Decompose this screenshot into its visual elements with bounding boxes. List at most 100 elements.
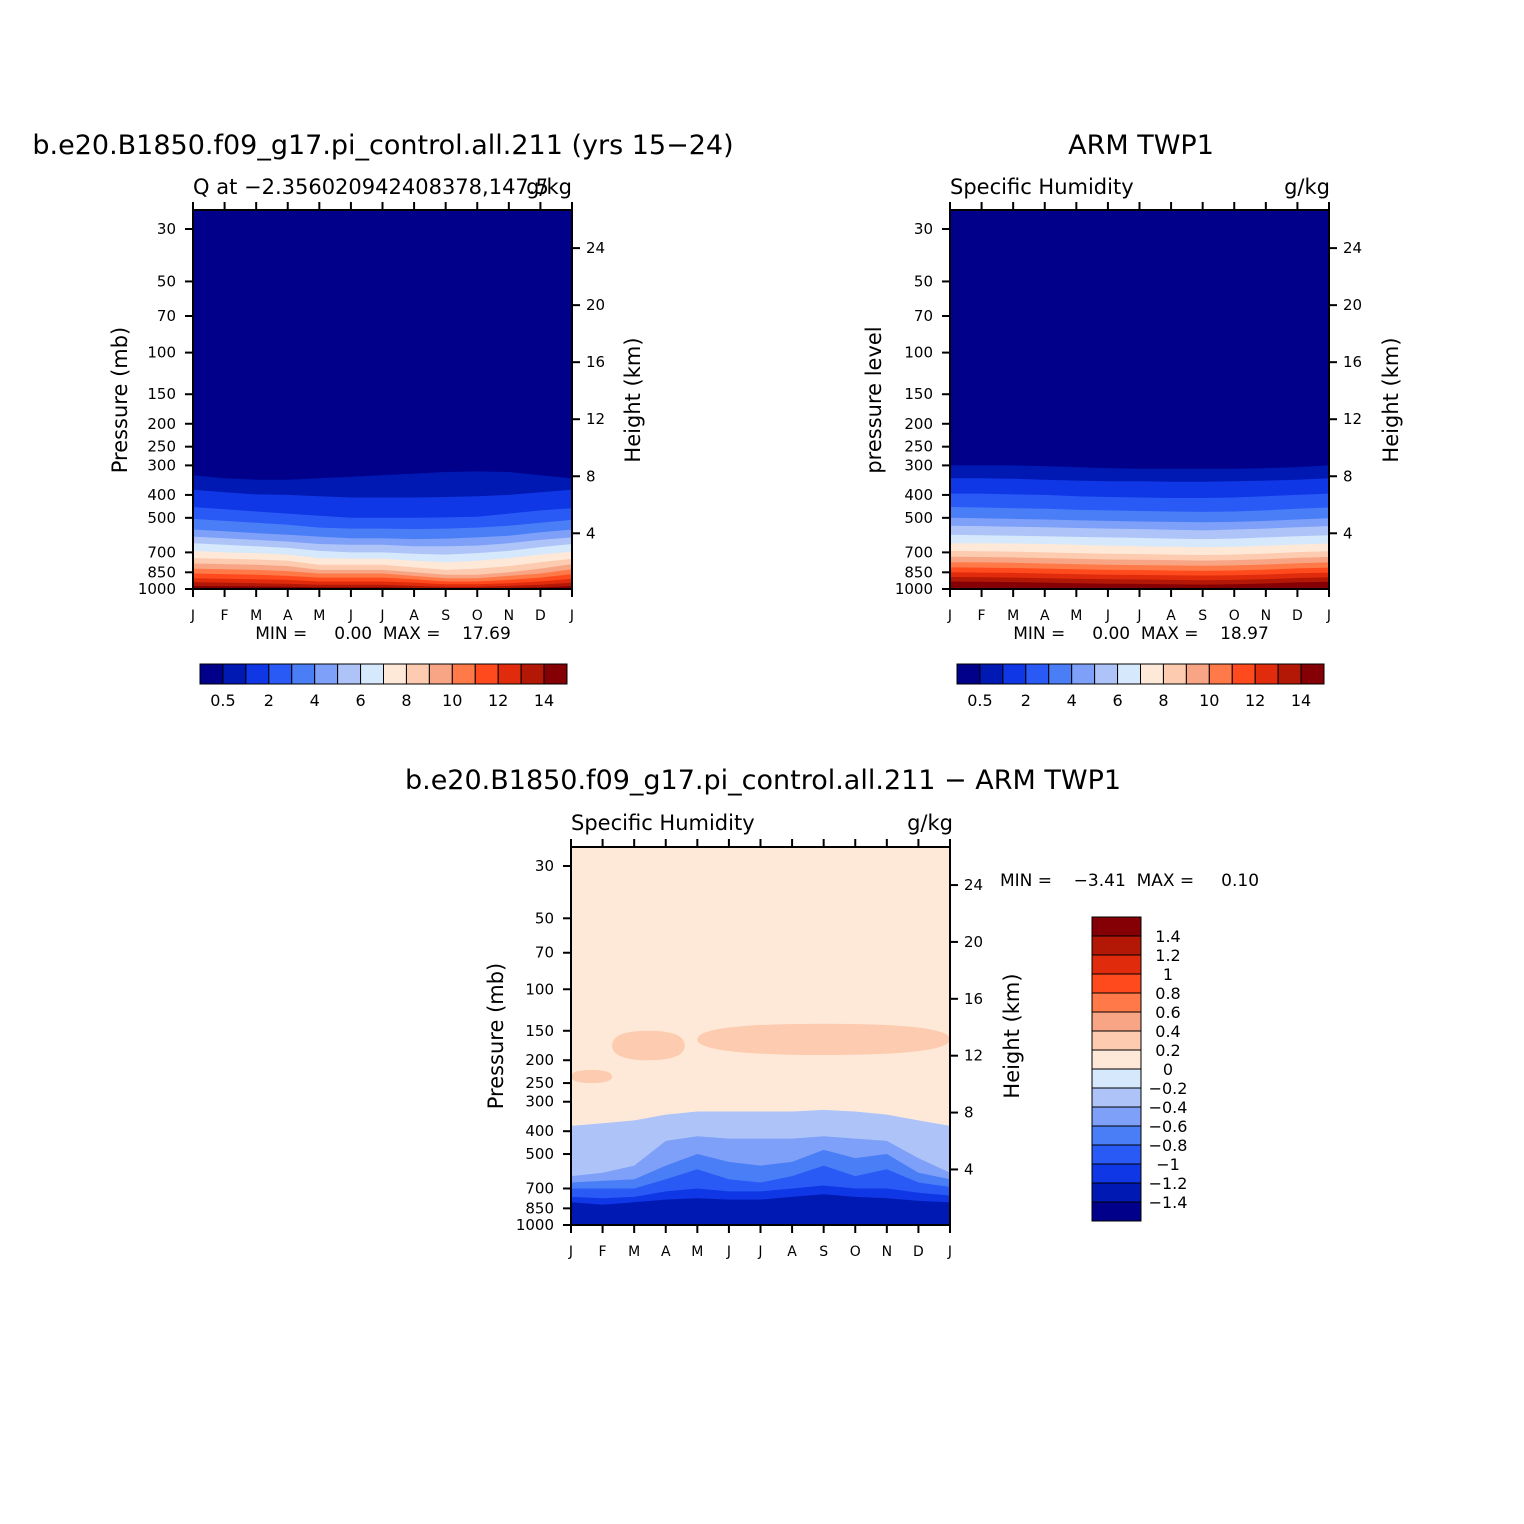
colorbar: 0.5 2 4 6 8 10 12 14 bbox=[956, 663, 1325, 710]
colorbar-label: 0.5 bbox=[967, 691, 992, 710]
y-tick-label-right: 12 bbox=[586, 410, 605, 428]
x-tick-label: J bbox=[947, 1244, 952, 1260]
x-tick-label: J bbox=[1136, 608, 1141, 624]
colorbar-swatch bbox=[337, 663, 362, 685]
x-tick-label: D bbox=[913, 1244, 924, 1260]
y-tick-label: 30 bbox=[914, 220, 933, 238]
colorbar-label: −1 bbox=[1156, 1155, 1180, 1174]
colorbar-swatch bbox=[1091, 1125, 1142, 1146]
colorbar-label: −0.8 bbox=[1149, 1136, 1188, 1155]
colorbar-swatch bbox=[1091, 935, 1142, 956]
panel-obs: ARM TWP1 Specific Humidity g/kg J F M A M J J A… bbox=[862, 130, 1403, 710]
colorbar-swatch bbox=[222, 663, 247, 685]
x-tick-label: A bbox=[1040, 608, 1050, 624]
colorbar-label: −0.4 bbox=[1149, 1098, 1188, 1117]
y-tick-label: 100 bbox=[904, 344, 933, 362]
colorbar: 1.41.210.80.60.40.20−0.2−0.4−0.6−0.8−1−1… bbox=[1091, 916, 1188, 1222]
y-tick-label: 30 bbox=[535, 857, 554, 875]
y-tick-label: 250 bbox=[525, 1074, 554, 1092]
y-tick-label: 1000 bbox=[516, 1216, 554, 1234]
x-tick-label: J bbox=[947, 608, 952, 624]
y-tick-label-right: 4 bbox=[964, 1160, 974, 1178]
contour-fill bbox=[950, 210, 1329, 589]
y-tick-label: 250 bbox=[904, 438, 933, 456]
y-tick-label-right: 20 bbox=[964, 933, 983, 951]
panel-subtitle-right: g/kg bbox=[526, 175, 572, 199]
colorbar-swatch bbox=[1094, 663, 1119, 685]
y-tick-label: 700 bbox=[525, 1179, 554, 1197]
y-tick-label: 850 bbox=[147, 563, 176, 581]
colorbar-swatch bbox=[520, 663, 545, 685]
y-tick-label: 300 bbox=[904, 456, 933, 474]
colorbar-label: 0.2 bbox=[1155, 1041, 1180, 1060]
x-tick-label: N bbox=[882, 1244, 892, 1260]
panel-subtitle-left: Specific Humidity bbox=[571, 811, 755, 835]
colorbar-label: −0.2 bbox=[1149, 1079, 1188, 1098]
x-tick-label: A bbox=[1166, 608, 1176, 624]
y-tick-label: 150 bbox=[147, 385, 176, 403]
min-max-stats: MIN = 0.00 MAX = 18.97 bbox=[1013, 624, 1269, 644]
colorbar-label: 1.2 bbox=[1155, 946, 1180, 965]
x-tick-label: J bbox=[1105, 608, 1110, 624]
y-tick-label-right: 16 bbox=[586, 353, 605, 371]
colorbar-swatch bbox=[268, 663, 293, 685]
y-tick-label: 700 bbox=[147, 543, 176, 561]
y-tick-label: 300 bbox=[147, 456, 176, 474]
colorbar-label: 2 bbox=[264, 691, 274, 710]
colorbar-label: 0.6 bbox=[1155, 1003, 1180, 1022]
y-tick-label-right: 8 bbox=[586, 467, 596, 485]
y-tick-label: 400 bbox=[904, 486, 933, 504]
x-tick-label: A bbox=[409, 608, 419, 624]
x-tick-label: J bbox=[379, 608, 384, 624]
y-tick-label: 500 bbox=[147, 509, 176, 527]
contour-region bbox=[612, 1030, 685, 1061]
colorbar-swatch bbox=[543, 663, 568, 685]
colorbar-swatch bbox=[474, 663, 499, 685]
y-tick-label: 150 bbox=[525, 1022, 554, 1040]
y-axis-label: pressure level bbox=[862, 326, 886, 473]
colorbar-label: 1 bbox=[1163, 965, 1173, 984]
contour-fill bbox=[571, 847, 950, 1225]
x-tick-label: F bbox=[978, 608, 986, 624]
y-tick-label: 400 bbox=[147, 486, 176, 504]
colorbar-label: 1.4 bbox=[1155, 927, 1180, 946]
y-tick-label-right: 24 bbox=[1343, 239, 1362, 257]
colorbar-label: −1.4 bbox=[1149, 1193, 1188, 1212]
x-tick-label: M bbox=[313, 608, 325, 624]
colorbar-swatch bbox=[1025, 663, 1050, 685]
y-tick-label: 50 bbox=[535, 909, 554, 927]
colorbar-swatch bbox=[1091, 1049, 1142, 1070]
y-tick-label: 50 bbox=[914, 272, 933, 290]
x-tick-label: A bbox=[283, 608, 293, 624]
colorbar-swatch bbox=[405, 663, 430, 685]
y-tick-label: 500 bbox=[525, 1145, 554, 1163]
colorbar-swatch bbox=[1091, 973, 1142, 994]
contour-region bbox=[571, 1194, 950, 1225]
colorbar-label: 6 bbox=[355, 691, 365, 710]
colorbar-label: 8 bbox=[1158, 691, 1168, 710]
y-tick-label: 1000 bbox=[138, 580, 176, 598]
y-tick-label: 200 bbox=[525, 1051, 554, 1069]
x-tick-label: F bbox=[221, 608, 229, 624]
contour-fill bbox=[193, 210, 572, 589]
colorbar-swatch bbox=[1162, 663, 1187, 685]
y-axis-label-right: Height (km) bbox=[621, 337, 645, 462]
colorbar-label: 10 bbox=[1199, 691, 1219, 710]
y-tick-label-right: 20 bbox=[586, 296, 605, 314]
colorbar-swatch bbox=[1071, 663, 1096, 685]
colorbar-swatch bbox=[1185, 663, 1210, 685]
x-tick-label: A bbox=[787, 1244, 797, 1260]
y-tick-label-right: 4 bbox=[586, 524, 596, 542]
colorbar-swatch bbox=[956, 663, 981, 685]
y-tick-label-right: 12 bbox=[964, 1047, 983, 1065]
y-axis-label-right: Height (km) bbox=[1000, 973, 1024, 1098]
colorbar-swatch bbox=[1091, 1011, 1142, 1032]
colorbar-swatch bbox=[1048, 663, 1073, 685]
y-tick-label: 1000 bbox=[895, 580, 933, 598]
colorbar-swatch bbox=[1231, 663, 1256, 685]
y-tick-label-right: 20 bbox=[1343, 296, 1362, 314]
panel-title: b.e20.B1850.f09_g17.pi_control.all.211 −… bbox=[405, 765, 1121, 796]
